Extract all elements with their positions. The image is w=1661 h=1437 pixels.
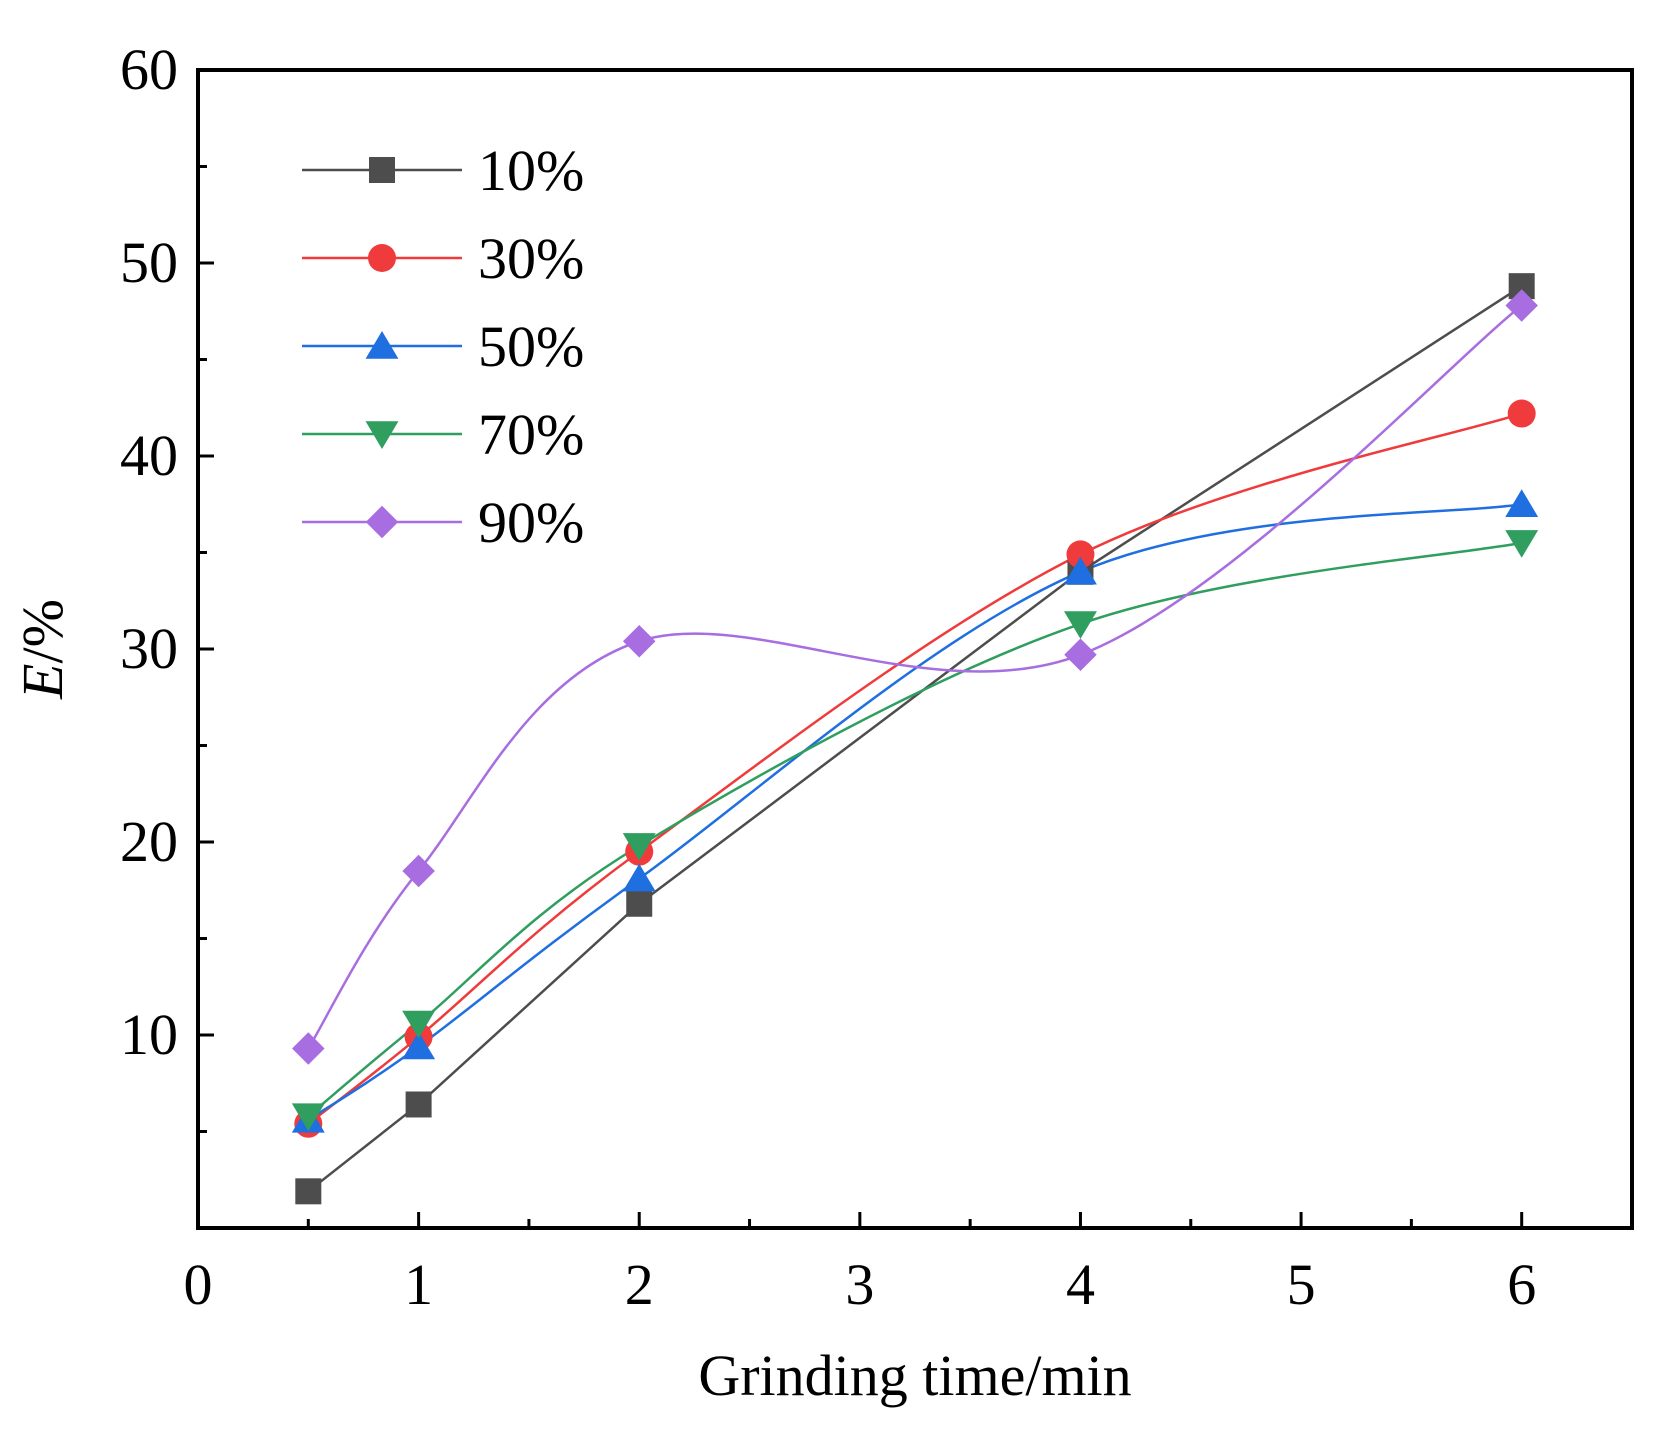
data-point-30%-3 [1066,540,1095,569]
data-point-70%-1 [402,1010,436,1039]
legend-label-10%: 10% [478,138,584,203]
y-tick-label: 40 [120,423,178,488]
series-line-50% [307,503,1522,1121]
y-tick-label: 30 [120,616,178,681]
data-point-70%-4 [1505,530,1539,558]
series-line-70% [307,541,1522,1118]
y-axis-label-italic: E [10,664,75,700]
data-point-50%-3 [1064,556,1097,585]
y-axis-label: E/% [10,599,75,700]
legend-label-90%: 90% [478,490,584,555]
ticks-layer: 10 20 30 40 50 60 0 1 2 3 4 5 6 [120,37,1536,1317]
series-line-90% [307,304,1523,1050]
x-tick-label: 6 [1507,1252,1536,1317]
x-axis-label: Grinding time/min [698,1343,1131,1408]
data-point-90%-3 [1064,638,1097,672]
x-tick-label: 1 [404,1252,433,1317]
data-point-50%-2 [622,863,656,892]
data-point-90%-4 [1505,289,1538,322]
x-tick-label: 4 [1066,1252,1095,1317]
x-tick-label: 3 [845,1252,874,1317]
x-tick-label: 5 [1287,1252,1316,1317]
data-point-50%-1 [402,1031,436,1060]
x-tick-label: 2 [625,1252,654,1317]
legend-label-70%: 70% [478,402,584,467]
data-point-50%-4 [1505,489,1539,517]
y-tick-label: 20 [120,809,178,874]
legend-marker-70% [365,421,399,449]
y-tick-label: 10 [120,1002,178,1067]
data-point-70%-0 [291,1103,325,1132]
legend-marker-30% [368,244,396,272]
data-point-70%-2 [622,833,656,861]
data-point-10%-2 [626,890,653,917]
y-tick-label: 50 [120,230,178,295]
x-tick-label: 0 [184,1252,213,1317]
legend: 10% 30% 50% 70% 90% [302,138,584,555]
legend-label-30%: 30% [478,226,584,291]
data-point-90%-0 [292,1032,325,1065]
y-tick-label: 60 [120,37,178,102]
data-point-90%-2 [622,625,656,658]
data-point-70%-3 [1064,611,1097,639]
data-point-10%-0 [295,1178,322,1205]
data-point-90%-1 [402,854,435,888]
y-axis-label-unit: /% [10,599,75,663]
legend-marker-10% [369,157,395,183]
legend-marker-50% [365,331,399,359]
data-point-10%-1 [405,1091,432,1118]
legend-label-50%: 50% [478,314,584,379]
markers-layer [291,273,1539,1205]
data-point-30%-4 [1507,399,1536,428]
legend-marker-90% [365,505,399,539]
